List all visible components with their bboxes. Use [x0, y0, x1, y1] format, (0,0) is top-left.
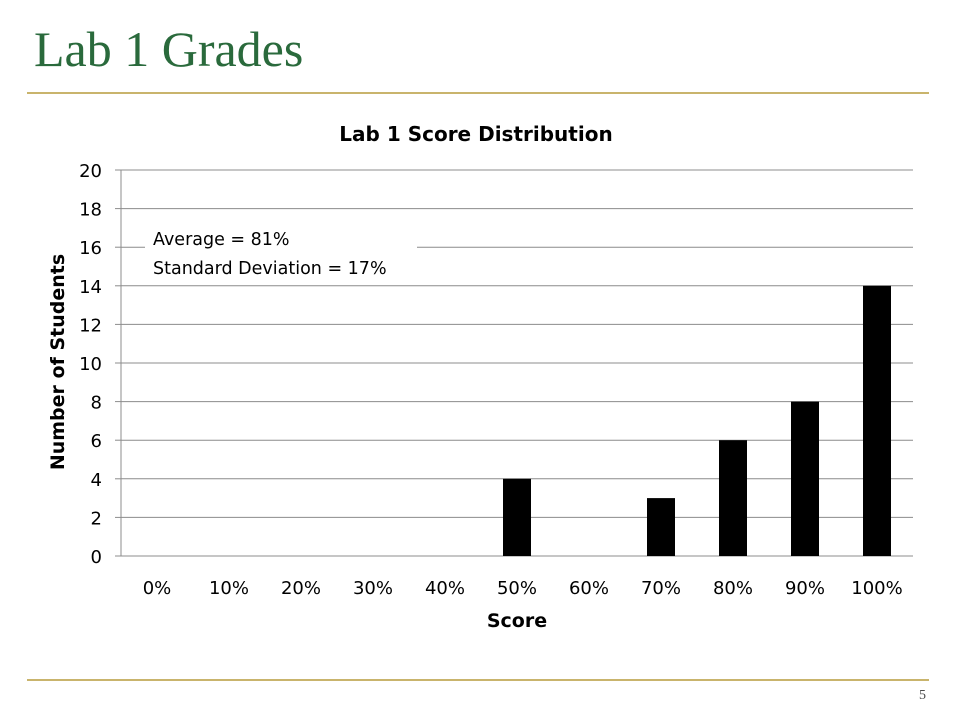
annotation-std-dev: Standard Deviation = 17%	[153, 259, 387, 279]
x-tick-label: 30%	[353, 578, 393, 599]
page-number: 5	[919, 688, 926, 703]
y-tick-label: 0	[91, 547, 102, 568]
y-tick-labels: 0 2 4 6 8 10 12 14 16 18 20	[79, 161, 102, 568]
slide-title: Lab 1 Grades	[34, 21, 304, 77]
y-tick-label: 2	[91, 508, 102, 529]
bar	[791, 401, 819, 556]
bar	[503, 478, 531, 556]
x-tick-label: 20%	[281, 578, 321, 599]
x-tick-label: 50%	[497, 578, 537, 599]
y-tick-label: 18	[79, 200, 102, 221]
x-tick-labels: 0% 10% 20% 30% 40% 50% 60% 70% 80% 90% 100%	[143, 578, 903, 599]
y-tick-label: 4	[91, 470, 102, 491]
x-tick-label: 70%	[641, 578, 681, 599]
y-tick-label: 20	[79, 161, 102, 182]
chart-title: Lab 1 Score Distribution	[339, 122, 612, 146]
x-tick-label: 40%	[425, 578, 465, 599]
x-tick-label: 80%	[713, 578, 753, 599]
x-tick-label: 60%	[569, 578, 609, 599]
bar	[719, 440, 747, 556]
y-axis-label: Number of Students	[47, 254, 69, 470]
bar	[647, 498, 675, 556]
y-tick-label: 6	[91, 431, 102, 452]
x-tick-label: 0%	[143, 578, 172, 599]
y-tick-label: 14	[79, 277, 102, 298]
x-axis-label: Score	[487, 610, 547, 632]
footer-divider	[27, 679, 929, 681]
y-tick-label: 12	[79, 315, 102, 336]
y-tick-label: 10	[79, 354, 102, 375]
annotation-average: Average = 81%	[153, 230, 290, 250]
bar	[863, 285, 891, 556]
title-divider	[27, 92, 929, 94]
annotation-background	[145, 224, 417, 284]
x-tick-label: 10%	[209, 578, 249, 599]
gridlines	[115, 169, 913, 557]
bars	[503, 285, 891, 556]
y-tick-label: 16	[79, 238, 102, 259]
y-tick-label: 8	[91, 393, 102, 414]
x-tick-label: 90%	[785, 578, 825, 599]
x-tick-label: 100%	[851, 578, 902, 599]
